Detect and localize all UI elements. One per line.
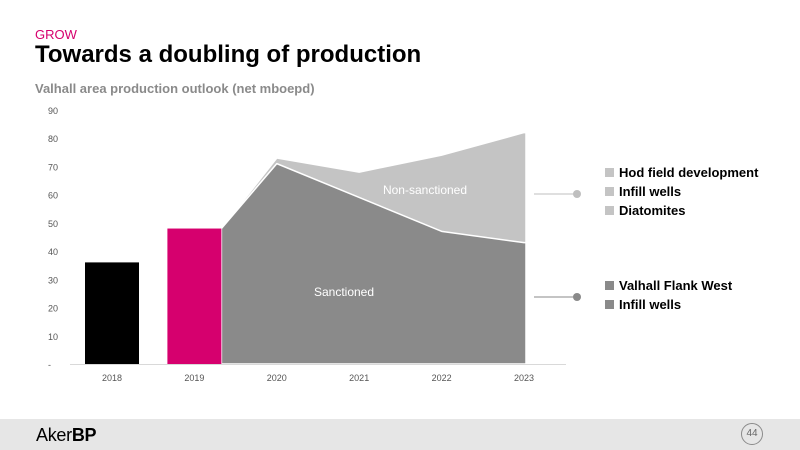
legend-label: Hod field development xyxy=(619,165,759,180)
y-tick-label: 90 xyxy=(48,106,58,116)
legend-swatch xyxy=(605,300,614,309)
legend-swatch xyxy=(605,187,614,196)
non-sanctioned-label: Non-sanctioned xyxy=(383,183,467,197)
footer: AkerBP 44 xyxy=(0,419,800,450)
page-title: Towards a doubling of production xyxy=(35,41,422,68)
company-logo: AkerBP xyxy=(36,425,97,445)
x-tick-label: 2022 xyxy=(432,373,452,383)
y-tick-label: 50 xyxy=(48,219,58,229)
area-labels: Non-sanctioned Sanctioned xyxy=(314,183,467,299)
connector-dot xyxy=(573,293,581,301)
y-axis: - 10 20 30 40 50 60 70 80 90 xyxy=(48,106,58,370)
x-tick-label: 2023 xyxy=(514,373,534,383)
y-tick-label: 40 xyxy=(48,247,58,257)
chart-bars xyxy=(85,228,222,364)
sanctioned-label: Sanctioned xyxy=(314,285,374,299)
section-tag: GROW xyxy=(35,27,77,42)
legend-label: Infill wells xyxy=(619,297,682,312)
sanctioned-area xyxy=(220,162,527,365)
bar-2019 xyxy=(167,228,222,364)
production-chart: - 10 20 30 40 50 60 70 80 90 Non-sanctioned Sancti… xyxy=(48,106,581,383)
x-tick-label: 2020 xyxy=(267,373,287,383)
legend-label: Diatomites xyxy=(619,203,686,218)
chart-areas xyxy=(220,131,527,365)
legend-swatch xyxy=(605,281,614,290)
page-number: 44 xyxy=(741,423,763,445)
x-tick-label: 2018 xyxy=(102,373,122,383)
legend-swatch xyxy=(605,168,614,177)
y-tick-label: 10 xyxy=(48,332,58,342)
connector-dot xyxy=(573,190,581,198)
y-tick-label: - xyxy=(48,360,51,370)
legend-label: Infill wells xyxy=(619,184,682,199)
y-tick-label: 80 xyxy=(48,134,58,144)
legend-swatch xyxy=(605,206,614,215)
legend-label: Valhall Flank West xyxy=(619,278,733,293)
y-tick-label: 30 xyxy=(48,275,58,285)
x-axis: 2018 2019 2020 2021 2022 2023 xyxy=(70,364,566,383)
y-tick-label: 60 xyxy=(48,191,58,201)
legend-connectors xyxy=(534,190,581,301)
x-tick-label: 2019 xyxy=(184,373,204,383)
x-tick-label: 2021 xyxy=(349,373,369,383)
bar-2018 xyxy=(85,262,139,364)
y-tick-label: 70 xyxy=(48,162,58,172)
y-tick-label: 20 xyxy=(48,304,58,314)
chart-title: Valhall area production outlook (net mbo… xyxy=(35,81,315,96)
